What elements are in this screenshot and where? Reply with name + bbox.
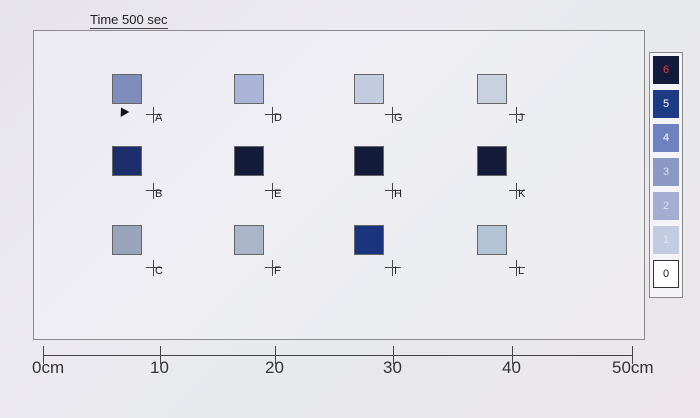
marker-h: H (385, 183, 402, 200)
marker-d: D (265, 107, 282, 124)
color-scale: 6 5 4 3 2 1 0 (649, 52, 683, 298)
time-title: Time 500 sec (90, 12, 168, 29)
ruler-tick-label: 50cm (612, 358, 654, 377)
square-l (477, 225, 507, 255)
ruler-tick-label: 10 (150, 358, 169, 377)
marker-f: F (265, 260, 281, 277)
marker-label: A (155, 112, 163, 124)
marker-label: L (518, 265, 525, 277)
marker-i: I (385, 260, 401, 277)
ruler-tick-label: 20 (265, 358, 284, 377)
square-b (112, 146, 142, 176)
scale-cell-4: 4 (653, 124, 679, 152)
scale-cell-3: 3 (653, 158, 679, 186)
ruler-tick (393, 346, 394, 364)
marker-b: B (146, 183, 163, 200)
marker-a: A (146, 107, 163, 124)
marker-label: E (274, 188, 282, 200)
square-i (354, 225, 384, 255)
square-h (354, 146, 384, 176)
square-d (234, 74, 264, 104)
scale-cell-5: 5 (653, 90, 679, 118)
ruler-tick-label: 30 (383, 358, 402, 377)
marker-label: G (394, 112, 403, 124)
marker-j: J (509, 107, 525, 124)
marker-label: K (518, 188, 526, 200)
marker-e: E (265, 183, 282, 200)
square-g (354, 74, 384, 104)
ruler-tick-label: 0cm (32, 358, 65, 377)
ruler-tick (43, 346, 44, 364)
marker-g: G (385, 107, 403, 124)
square-c (112, 225, 142, 255)
scale-cell-6: 6 (653, 56, 679, 84)
square-e (234, 146, 264, 176)
square-f (234, 225, 264, 255)
ruler-tick (275, 346, 276, 364)
ruler-line (43, 355, 633, 356)
marker-label: B (155, 188, 163, 200)
marker-l: L (509, 260, 525, 277)
square-j (477, 74, 507, 104)
scale-cell-1: 1 (653, 226, 679, 254)
marker-label: C (155, 265, 163, 277)
ruler-tick (512, 346, 513, 364)
ruler-tick-label: 40 (502, 358, 521, 377)
marker-c: C (146, 260, 163, 277)
ruler-tick (160, 346, 161, 364)
ruler-tick (632, 346, 633, 364)
marker-label: F (274, 265, 281, 277)
marker-label: H (394, 188, 402, 200)
scale-cell-0: 0 (653, 260, 679, 288)
marker-label: D (274, 112, 282, 124)
square-a (112, 74, 142, 104)
marker-label: I (394, 265, 398, 277)
marker-k: K (509, 183, 526, 200)
scale-cell-2: 2 (653, 192, 679, 220)
marker-label: J (518, 112, 524, 124)
square-k (477, 146, 507, 176)
